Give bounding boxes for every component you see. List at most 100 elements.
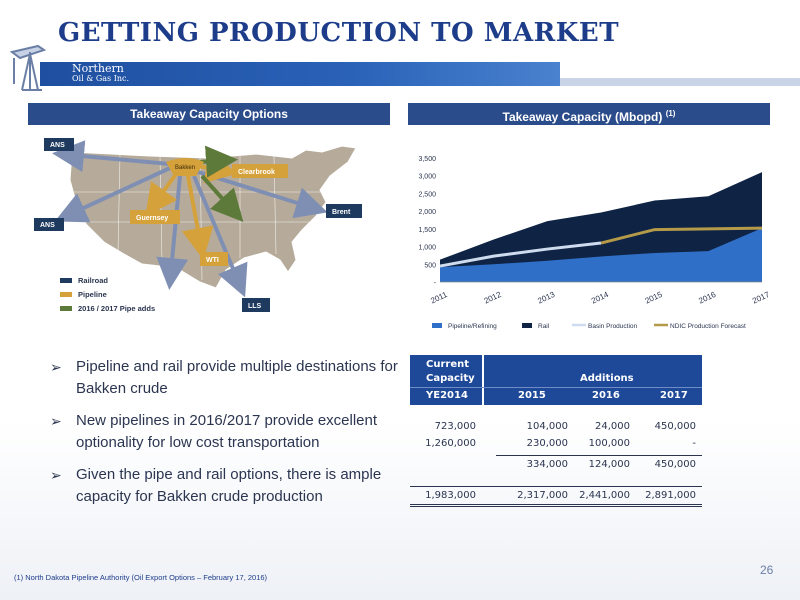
- y-tick-label: 2,000: [418, 209, 436, 216]
- table-cell: 723,000: [434, 421, 476, 432]
- x-tick-label: 2014: [590, 290, 610, 306]
- header-bar-accent: [560, 78, 800, 86]
- legend-label: Rail: [538, 323, 550, 330]
- x-tick-label: 2013: [536, 290, 556, 306]
- table-row-subtotal: 334,000 124,000 450,000: [410, 455, 702, 474]
- map-label-wti-box: [200, 252, 228, 266]
- table-cell: -: [692, 438, 696, 449]
- x-tick-label: 2015: [644, 290, 664, 306]
- table-cell: 2,891,000: [645, 490, 696, 501]
- bakken-origin-marker: [166, 158, 204, 176]
- total-bottom-rule-double: [410, 506, 702, 507]
- map-label-ans-top-box: [44, 138, 74, 151]
- takeaway-map: Bakken ANS ANS Clearbrook Guernsey Brent…: [30, 132, 386, 324]
- table-header: Current Capacity YE2014 Additions 2015 2…: [410, 355, 702, 405]
- takeaway-capacity-chart: - 500 1,000 1,500 2,000 2,500 3,000 3,500 2011 20…: [410, 150, 780, 340]
- table-cell: 230,000: [526, 438, 568, 449]
- line-series-ndic-production-forecast: [600, 226, 763, 245]
- map-label-lls: LLS: [248, 303, 262, 310]
- header-current: Current: [426, 359, 470, 370]
- table-cell: 24,000: [595, 421, 630, 432]
- table-row: 723,000 104,000 24,000 450,000: [410, 419, 702, 436]
- map-label-guernsey-box: [130, 210, 180, 224]
- y-tick-label: 1,500: [418, 227, 436, 234]
- bullet-item: ➢ Given the pipe and rail options, there…: [50, 464, 400, 508]
- logo-name: Northern: [72, 62, 124, 75]
- x-tick-label: 2016: [697, 290, 717, 306]
- total-top-rule: [410, 486, 702, 487]
- map-label-bakken: Bakken: [175, 165, 195, 171]
- header-year-2017: 2017: [660, 390, 688, 401]
- legend-pipe-adds: 2016 / 2017 Pipe adds: [78, 304, 155, 313]
- takeaway-capacity-footnote-ref: (1): [665, 109, 676, 118]
- header-ye2014: YE2014: [426, 390, 468, 401]
- line-series-basin-production: [439, 241, 602, 268]
- takeaway-capacity-title: Takeaway Capacity (Mbopd): [502, 110, 663, 124]
- bullet-text: Given the pipe and rail options, there i…: [76, 466, 382, 505]
- header-additions: Additions: [580, 373, 634, 384]
- table-row-total: 1,983,000 2,317,000 2,441,000 2,891,000: [410, 486, 702, 507]
- page-title: GETTING PRODUCTION TO MARKET: [58, 18, 620, 48]
- bullet-text: New pipelines in 2016/2017 provide excel…: [76, 412, 378, 451]
- pumpjack-logo-icon: [9, 44, 47, 91]
- table-cell: 100,000: [588, 438, 630, 449]
- bullet-item: ➢ Pipeline and rail provide multiple des…: [50, 356, 400, 400]
- map-label-brent-box: [326, 204, 362, 218]
- map-label-wti: WTI: [206, 257, 219, 264]
- map-label-ans-bottom-box: [34, 218, 64, 231]
- header-separator: [482, 355, 484, 405]
- header-year-2015: 2015: [518, 390, 546, 401]
- legend-pipeline-swatch: [60, 292, 72, 297]
- table-row: 1,260,000 230,000 100,000 -: [410, 436, 702, 453]
- table-cell: 1,983,000: [425, 490, 476, 501]
- header-bar: [40, 62, 560, 86]
- legend-label: NDIC Production Forecast: [670, 323, 746, 330]
- bullet-text: Pipeline and rail provide multiple desti…: [76, 358, 398, 397]
- table-cell: 2,441,000: [579, 490, 630, 501]
- takeaway-options-header: Takeaway Capacity Options: [28, 103, 390, 125]
- legend-label: Basin Production: [588, 323, 638, 330]
- legend-swatch: [432, 323, 442, 328]
- page-number: 26: [760, 563, 774, 577]
- arrow-bullet-icon: ➢: [50, 359, 62, 375]
- bullet-item: ➢ New pipelines in 2016/2017 provide exc…: [50, 410, 400, 454]
- total-bottom-rule: [410, 504, 702, 505]
- table-cell: 124,000: [588, 459, 630, 470]
- legend-label: Pipeline/Refining: [448, 323, 497, 330]
- table-cell: 2,317,000: [517, 490, 568, 501]
- y-tick-label: 500: [424, 262, 436, 269]
- legend-railroad: Railroad: [78, 276, 108, 285]
- legend-pipeline: Pipeline: [78, 290, 107, 299]
- y-tick-label: -: [434, 280, 437, 287]
- map-label-lls-box: [242, 298, 270, 312]
- table-cell: 104,000: [526, 421, 568, 432]
- arrow-bullet-icon: ➢: [50, 413, 62, 429]
- x-tick-label: 2012: [483, 290, 503, 306]
- area-series-pipeline-refining: [440, 228, 762, 282]
- map-label-ans-top: ANS: [50, 142, 65, 149]
- chart-svg: - 500 1,000 1,500 2,000 2,500 3,000 3,500 2011 20…: [418, 156, 771, 330]
- legend-pipe-adds-swatch: [60, 306, 72, 311]
- header-capacity: Capacity: [426, 373, 475, 384]
- capacity-table: Current Capacity YE2014 Additions 2015 2…: [410, 355, 702, 507]
- footnote: (1) North Dakota Pipeline Authority (Oil…: [14, 573, 268, 582]
- header-rule: [410, 387, 702, 388]
- y-tick-label: 2,500: [418, 191, 436, 198]
- map-label-ans-bottom: ANS: [40, 222, 55, 229]
- arrow-bullet-icon: ➢: [50, 467, 62, 483]
- map-label-clearbrook: Clearbrook: [238, 169, 275, 176]
- takeaway-capacity-header: Takeaway Capacity (Mbopd) (1): [408, 103, 770, 125]
- map-label-guernsey: Guernsey: [136, 215, 168, 222]
- header-year-2016: 2016: [592, 390, 620, 401]
- table-cell: 1,260,000: [425, 438, 476, 449]
- map-label-clearbrook-box: [232, 164, 288, 178]
- bullet-list: ➢ Pipeline and rail provide multiple des…: [50, 356, 400, 518]
- legend-railroad-swatch: [60, 278, 72, 283]
- y-tick-label: 3,000: [418, 174, 436, 181]
- y-tick-label: 1,000: [418, 245, 436, 252]
- table-cell: 334,000: [526, 459, 568, 470]
- x-tick-label: 2017: [751, 290, 771, 306]
- map-label-brent: Brent: [332, 209, 351, 216]
- legend-swatch: [522, 323, 532, 328]
- logo-text: Northern Oil & Gas Inc.: [72, 62, 129, 84]
